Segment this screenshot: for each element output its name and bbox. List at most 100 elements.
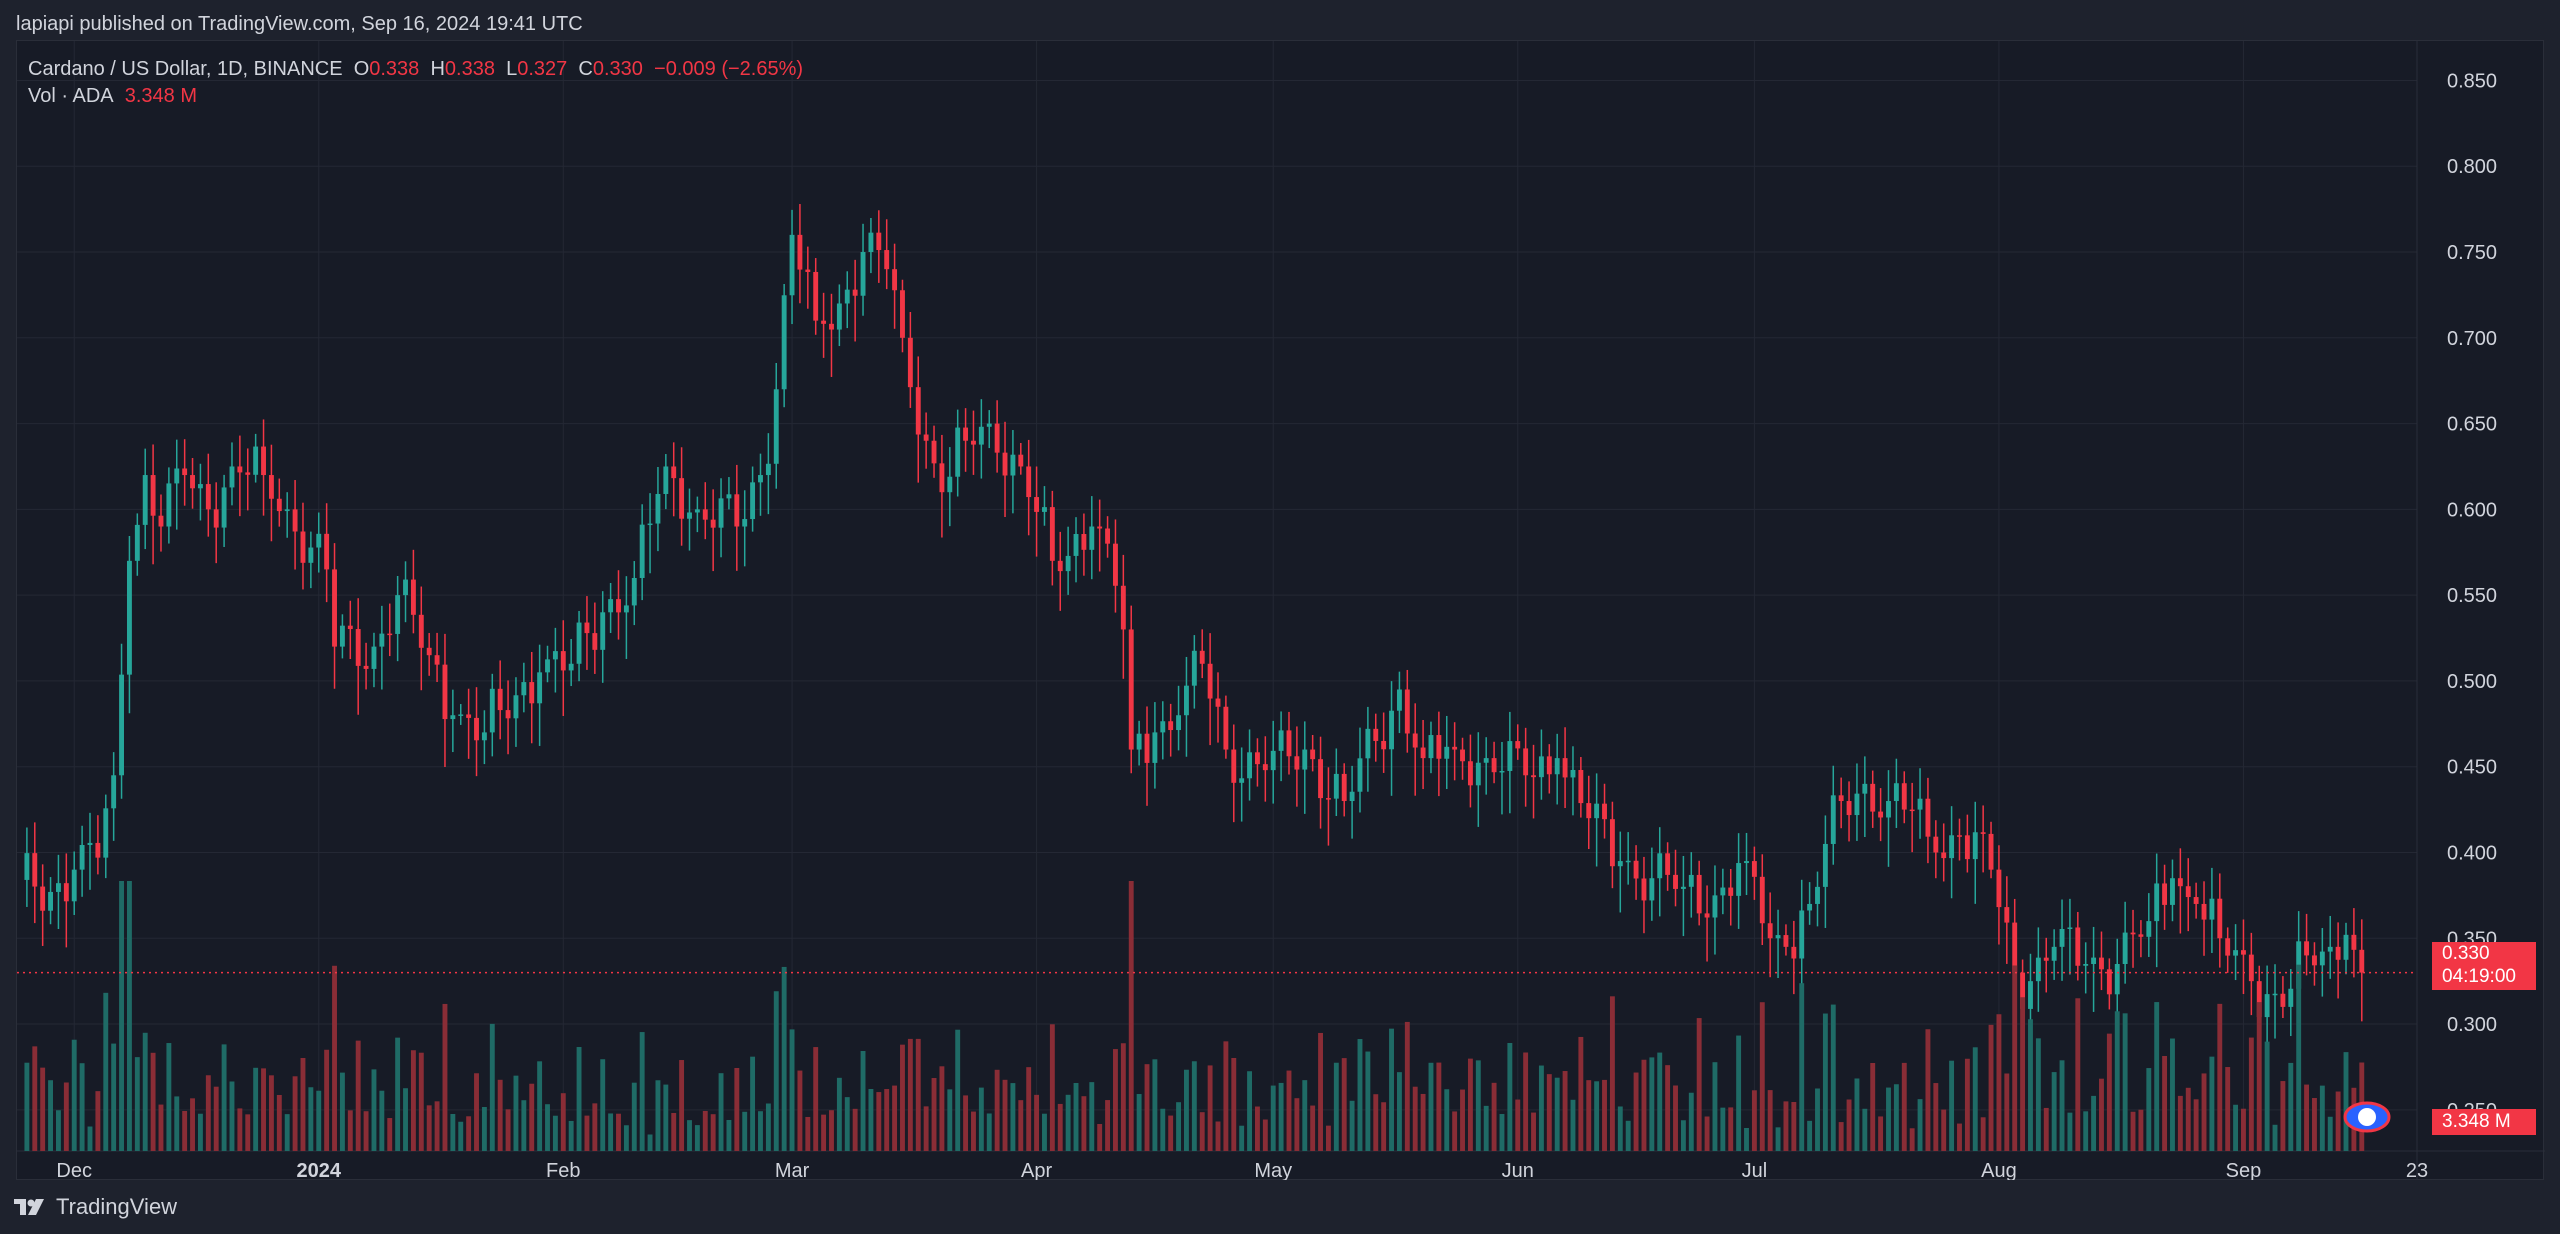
candle-body <box>284 509 290 512</box>
volume-bar <box>1688 1092 1694 1151</box>
volume-bar <box>2043 1107 2049 1151</box>
candle-body <box>821 320 827 324</box>
volume-bar <box>1018 1100 1024 1151</box>
volume-bar <box>1081 1096 1087 1151</box>
volume-bar <box>1049 1024 1055 1151</box>
volume-bar <box>1736 1035 1742 1151</box>
candle-body <box>2020 972 2026 1009</box>
volume-bar <box>1941 1109 1947 1151</box>
candle-body <box>450 715 456 720</box>
volume-bar <box>655 1080 661 1151</box>
candle-body <box>1404 689 1410 734</box>
volume-bar <box>1728 1107 1734 1151</box>
candle-body <box>166 483 172 527</box>
volume-bar <box>2138 1109 2144 1151</box>
volume-bar <box>1704 1116 1710 1151</box>
candle-body <box>1105 528 1111 544</box>
volume-bar <box>2067 1112 2073 1151</box>
candle-body <box>1720 887 1726 896</box>
volume-label[interactable]: Vol · ADA <box>28 85 114 107</box>
candle-body <box>568 663 574 671</box>
candle-body <box>1625 860 1631 863</box>
volume-bar <box>1026 1067 1032 1151</box>
candle-body <box>2193 897 2199 904</box>
publish-bar: lapiapi published on TradingView.com, Se… <box>0 0 2560 40</box>
candle-body <box>608 599 614 613</box>
candle-body <box>268 475 274 499</box>
volume-bar <box>1617 1106 1623 1151</box>
candle-body <box>584 622 590 634</box>
volume-bar <box>379 1090 385 1151</box>
candle-body <box>639 524 645 578</box>
candle-body <box>2075 927 2081 966</box>
candle-body <box>2248 954 2254 982</box>
open-value: 0.338 <box>369 58 420 80</box>
candle-body <box>923 434 929 441</box>
volume-bar <box>971 1111 976 1151</box>
symbol-title[interactable]: Cardano / US Dollar, 1D, BINANCE <box>28 58 343 80</box>
candle-body <box>1909 809 1915 812</box>
candle-body <box>2209 898 2215 920</box>
volume-bar <box>2083 1111 2089 1151</box>
volume-bar <box>963 1095 969 1151</box>
chart-svg[interactable]: 0.2500.3000.3500.4000.4500.5000.5500.600… <box>17 41 2545 1181</box>
volume-bar <box>481 1107 487 1151</box>
candle-body <box>521 682 527 696</box>
candle-body <box>63 883 69 902</box>
candle-body <box>789 234 795 296</box>
candle-body <box>1799 910 1805 959</box>
volume-bar <box>1799 983 1805 1151</box>
candle-body <box>2343 934 2349 960</box>
candle-body <box>836 303 842 330</box>
candle-body <box>1546 756 1552 775</box>
candle-body <box>876 232 882 251</box>
us-flag-event-icon[interactable] <box>2343 1101 2391 1133</box>
volume-bar <box>2130 1111 2136 1151</box>
volume-bar <box>734 1067 740 1151</box>
volume-bar <box>450 1114 456 1151</box>
candle-body <box>1081 534 1087 550</box>
candle-body <box>710 519 716 528</box>
volume-bar <box>213 1086 219 1151</box>
volume-bar <box>40 1067 46 1151</box>
tradingview-logo-icon <box>14 1199 44 1215</box>
volume-bar <box>2028 1019 2033 1151</box>
candle-body <box>1791 946 1797 959</box>
candle-body <box>111 775 117 809</box>
volume-bar <box>1972 1047 1978 1151</box>
candle-body <box>253 446 259 475</box>
volume-bar <box>702 1110 708 1151</box>
volume-bar <box>308 1087 314 1151</box>
volume-bar <box>1775 1127 1781 1151</box>
candle-body <box>1042 507 1047 512</box>
volume-bar <box>1452 1111 1458 1151</box>
candle-body <box>1144 733 1150 763</box>
volume-bar <box>1247 1071 1252 1151</box>
chart-area[interactable]: 0.2500.3000.3500.4000.4500.5000.5500.600… <box>16 40 2545 1181</box>
time-tick-label: Sep <box>2226 1160 2262 1181</box>
candle-body <box>1270 750 1276 771</box>
volume-bar <box>1460 1089 1465 1151</box>
volume-bar <box>1357 1039 1363 1151</box>
volume-bar <box>63 1082 69 1151</box>
volume-bar <box>2335 1091 2341 1151</box>
candle-body <box>1783 935 1789 947</box>
candle-body <box>1475 762 1481 786</box>
candle-body <box>134 524 140 561</box>
footer-brand[interactable]: TradingView <box>14 1194 177 1220</box>
volume-bar <box>1886 1087 1891 1151</box>
volume-bar <box>1720 1107 1726 1151</box>
volume-bar <box>2004 1073 2010 1151</box>
volume-bar <box>513 1075 519 1151</box>
volume-bar <box>2170 1038 2175 1151</box>
volume-bar <box>126 881 132 1151</box>
candle-body <box>379 633 385 647</box>
candle-body <box>2288 988 2294 1007</box>
candle-body <box>1026 466 1032 498</box>
volume-bar <box>821 1114 827 1151</box>
volume-bar <box>1807 1120 1813 1151</box>
candle-body <box>765 463 771 476</box>
volume-bar <box>1404 1021 1410 1151</box>
candle-body <box>1728 887 1734 896</box>
footer: TradingView <box>0 1180 2560 1234</box>
